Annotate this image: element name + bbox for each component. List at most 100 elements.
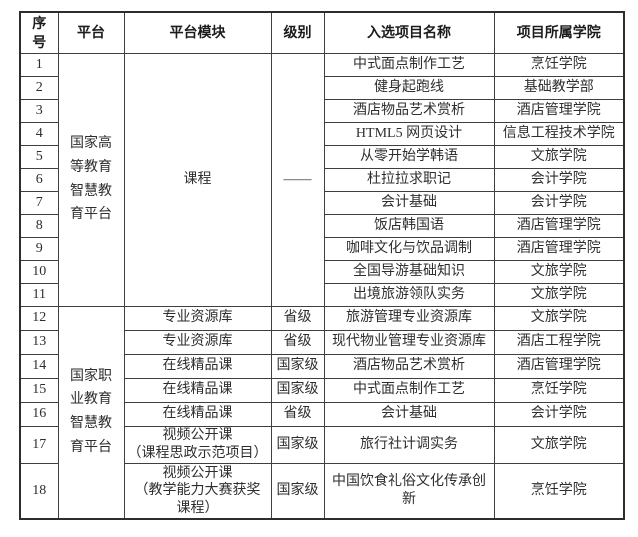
project-cell: 酒店物品艺术赏析 (323, 98, 495, 123)
college-cell: 信息工程技术学院 (493, 121, 625, 146)
index-cell: 18 (19, 462, 59, 520)
index-cell: 8 (19, 213, 59, 238)
index-cell: 10 (19, 259, 59, 284)
project-cell: 从零开始学韩语 (323, 144, 495, 169)
index-cell: 14 (19, 353, 59, 379)
module-cell: 在线精品课 (123, 353, 272, 379)
platform-group1-label: 国家高等教育智慧教育平台 (70, 135, 112, 223)
college-cell: 会计学院 (493, 167, 625, 192)
module-cell-group1: 课程 (123, 52, 272, 307)
college-cell: 会计学院 (493, 401, 625, 427)
level-cell: 省级 (270, 401, 325, 427)
project-cell: 出境旅游领队实务 (323, 282, 495, 307)
table-row: 12 国家职业教育智慧教育平台 专业资源库 省级 旅游管理专业资源库 文旅学院 (19, 305, 625, 520)
module-cell: 专业资源库 (123, 305, 272, 331)
table-row: 3 酒店物品艺术赏析 酒店管理学院 (19, 98, 625, 123)
table-row: 10 全国导游基础知识 文旅学院 (19, 259, 625, 284)
college-cell: 酒店管理学院 (493, 98, 625, 123)
project-cell: HTML5 网页设计 (323, 121, 495, 146)
project-cell: 中国饮食礼俗文化传承创新 (323, 462, 495, 520)
table-row: 1 国家高等教育智慧教育平台 课程 —— 中式面点制作工艺 烹饪学院 (19, 52, 625, 307)
college-cell: 酒店管理学院 (493, 213, 625, 238)
table-row: 14 在线精品课 国家级 酒店物品艺术赏析 酒店管理学院 (19, 353, 625, 379)
level-cell-group1: —— (270, 52, 325, 307)
table-row: 6 杜拉拉求职记 会计学院 (19, 167, 625, 192)
college-cell: 烹饪学院 (493, 52, 625, 77)
platform-group2-label: 国家职业教育智慧教育平台 (70, 368, 112, 456)
table-row: 18 视频公开课 （教学能力大赛获奖 课程） 国家级 中国饮食礼俗文化传承创新 … (19, 462, 625, 520)
index-cell: 11 (19, 282, 59, 307)
table-row: 15 在线精品课 国家级 中式面点制作工艺 烹饪学院 (19, 377, 625, 403)
col-header-college: 项目所属学院 (493, 11, 625, 54)
index-cell: 9 (19, 236, 59, 261)
index-cell: 2 (19, 75, 59, 100)
project-cell: 全国导游基础知识 (323, 259, 495, 284)
col-header-index-label: 序号 (32, 15, 47, 50)
table-row: 2 健身起跑线 基础教学部 (19, 75, 625, 100)
index-cell: 17 (19, 425, 59, 464)
index-cell: 12 (19, 305, 59, 331)
college-cell: 文旅学院 (493, 305, 625, 331)
college-cell: 酒店管理学院 (493, 236, 625, 261)
index-cell: 4 (19, 121, 59, 146)
college-cell: 文旅学院 (493, 282, 625, 307)
index-cell: 7 (19, 190, 59, 215)
module-cell: 在线精品课 (123, 401, 272, 427)
table-row: 5 从零开始学韩语 文旅学院 (19, 144, 625, 169)
college-cell: 烹饪学院 (493, 462, 625, 520)
table-header-row: 序号 平台 平台模块 级别 入选项目名称 项目所属学院 (19, 11, 625, 54)
project-cell: 旅行社计调实务 (323, 425, 495, 464)
project-cell: 杜拉拉求职记 (323, 167, 495, 192)
project-cell: 会计基础 (323, 190, 495, 215)
col-header-project: 入选项目名称 (323, 11, 495, 54)
index-cell: 16 (19, 401, 59, 427)
table-row: 8 饭店韩国语 酒店管理学院 (19, 213, 625, 238)
module-cell: 专业资源库 (123, 329, 272, 355)
project-cell: 中式面点制作工艺 (323, 377, 495, 403)
table-row: 13 专业资源库 省级 现代物业管理专业资源库 酒店工程学院 (19, 329, 625, 355)
level-cell: 国家级 (270, 425, 325, 464)
project-cell: 咖啡文化与饮品调制 (323, 236, 495, 261)
college-cell: 烹饪学院 (493, 377, 625, 403)
level-cell: 国家级 (270, 462, 325, 520)
project-cell: 中式面点制作工艺 (323, 52, 495, 77)
project-cell: 健身起跑线 (323, 75, 495, 100)
level-cell: 省级 (270, 329, 325, 355)
col-header-index: 序号 (19, 11, 59, 54)
project-cell: 旅游管理专业资源库 (323, 305, 495, 331)
project-cell: 饭店韩国语 (323, 213, 495, 238)
college-cell: 基础教学部 (493, 75, 625, 100)
col-header-platform: 平台 (57, 11, 125, 54)
platform-cell-group2: 国家职业教育智慧教育平台 (57, 305, 125, 520)
table-row: 17 视频公开课 （课程思政示范项目） 国家级 旅行社计调实务 文旅学院 (19, 425, 625, 464)
project-cell: 会计基础 (323, 401, 495, 427)
col-header-module: 平台模块 (123, 11, 272, 54)
college-cell: 酒店工程学院 (493, 329, 625, 355)
platform-cell-group1: 国家高等教育智慧教育平台 (57, 52, 125, 307)
module-cell: 视频公开课 （教学能力大赛获奖 课程） (123, 462, 272, 520)
college-cell: 文旅学院 (493, 425, 625, 464)
table-row: 9 咖啡文化与饮品调制 酒店管理学院 (19, 236, 625, 261)
project-cell: 酒店物品艺术赏析 (323, 353, 495, 379)
level-cell: 省级 (270, 305, 325, 331)
index-cell: 6 (19, 167, 59, 192)
index-cell: 1 (19, 52, 59, 77)
project-cell: 现代物业管理专业资源库 (323, 329, 495, 355)
index-cell: 15 (19, 377, 59, 403)
table-row: 16 在线精品课 省级 会计基础 会计学院 (19, 401, 625, 427)
index-cell: 3 (19, 98, 59, 123)
index-cell: 5 (19, 144, 59, 169)
college-cell: 文旅学院 (493, 259, 625, 284)
module-cell: 视频公开课 （课程思政示范项目） (123, 425, 272, 464)
level-cell: 国家级 (270, 377, 325, 403)
college-cell: 文旅学院 (493, 144, 625, 169)
college-cell: 会计学院 (493, 190, 625, 215)
table-row: 11 出境旅游领队实务 文旅学院 (19, 282, 625, 307)
course-roster-table: 序号 平台 平台模块 级别 入选项目名称 项目所属学院 1 国家高等教育智慧教育… (19, 11, 625, 520)
level-cell: 国家级 (270, 353, 325, 379)
col-header-level: 级别 (270, 11, 325, 54)
module-cell: 在线精品课 (123, 377, 272, 403)
index-cell: 13 (19, 329, 59, 355)
college-cell: 酒店管理学院 (493, 353, 625, 379)
